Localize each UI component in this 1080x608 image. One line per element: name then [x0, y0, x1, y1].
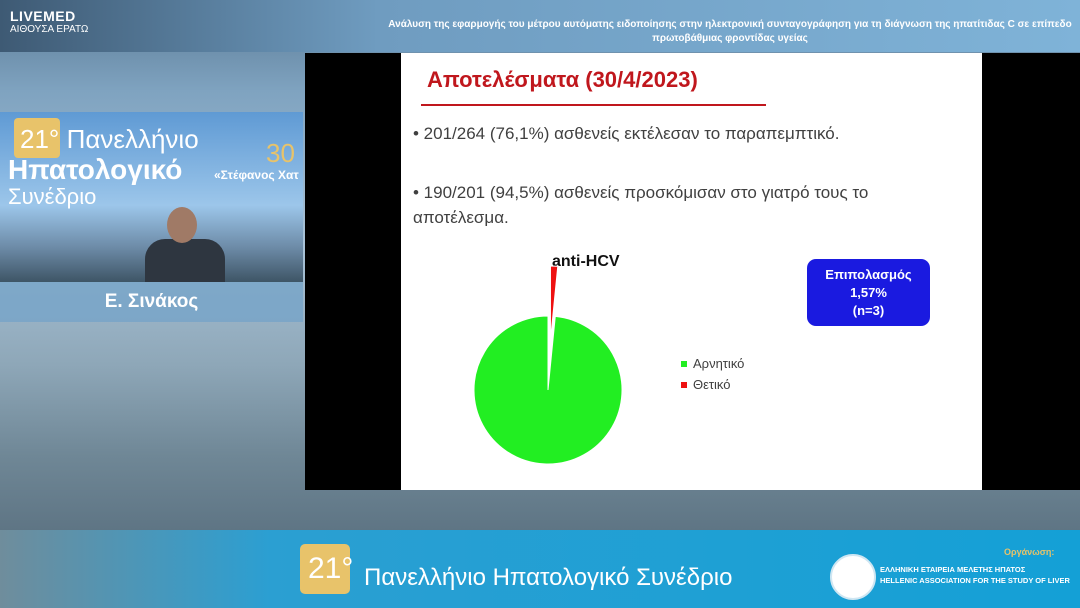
badge-line2: 1,57%	[850, 285, 887, 300]
association-name: ΕΛΛΗΝΙΚΗ ΕΤΑΙΡΕΙΑ ΜΕΛΕΤΗΣ ΗΠΑΤΟΣ HELLENI…	[880, 564, 1070, 586]
slide-video: Αποτελέσματα (30/4/2023) • 201/264 (76,1…	[305, 53, 1080, 490]
heading-underline	[421, 104, 766, 106]
puzzle-logo-icon	[300, 544, 350, 594]
pie-slice-1	[549, 265, 559, 341]
backdrop-line3: Συνέδριο	[8, 184, 97, 209]
backdrop-logo: 21° Πανελλήνιο Ηπατολογικό Συνέδριο	[0, 112, 303, 282]
legend-swatch	[681, 360, 687, 367]
talk-title: Ανάλυση της εφαρμογής του μέτρου αυτόματ…	[388, 19, 1072, 44]
speaker	[145, 207, 225, 282]
pie-chart	[473, 265, 623, 465]
speaker-camera: 21° Πανελλήνιο Ηπατολογικό Συνέδριο 30 «…	[0, 112, 303, 282]
footer-text: Πανελλήνιο Ηπατολογικό Συνέδριο	[364, 564, 733, 591]
room-name: ΑΙΘΟΥΣΑ ΕΡΑΤΩ	[10, 24, 89, 35]
brand-name: LIVEMED	[10, 8, 76, 24]
association-name-en: HELLENIC ASSOCIATION FOR THE STUDY OF LI…	[880, 576, 1070, 585]
legend-item-positive: Θετικό	[681, 374, 744, 395]
backdrop-line1: 21° Πανελλήνιο	[20, 124, 199, 155]
chart-legend: Αρνητικό Θετικό	[681, 353, 744, 395]
backdrop-text: Πανελλήνιο	[66, 124, 199, 154]
legend-swatch	[681, 381, 687, 388]
top-banner	[0, 0, 1080, 52]
chart-title: anti-HCV	[552, 253, 620, 270]
slide-heading: Αποτελέσματα (30/4/2023)	[427, 67, 698, 92]
legend-label: Αρνητικό	[693, 356, 745, 371]
speaker-name: Ε. Σινάκος	[0, 282, 303, 322]
badge-line3: (n=3)	[852, 303, 885, 318]
backdrop-right-text: «Στέφανος Χατ	[214, 168, 299, 182]
badge-line1: Επιπολασμός	[825, 267, 912, 282]
broadcaster-logo: LIVEMED ΑΙΘΟΥΣΑ ΕΡΑΤΩ	[10, 8, 88, 35]
bullet-2: • 190/201 (94,5%) ασθενείς προσκόμισαν σ…	[413, 183, 869, 227]
legend-label: Θετικό	[693, 377, 731, 392]
puzzle-logo-icon	[14, 118, 60, 158]
slide: Αποτελέσματα (30/4/2023) • 201/264 (76,1…	[401, 53, 982, 490]
prevalence-badge: Επιπολασμός 1,57% (n=3)	[807, 259, 930, 326]
backdrop-line2: Ηπατολογικό	[8, 154, 183, 185]
backdrop-num: 21°	[20, 124, 60, 154]
footer-banner: 21° Πανελλήνιο Ηπατολογικό Συνέδριο Οργά…	[0, 530, 1080, 608]
association-seal-icon	[830, 554, 876, 600]
pie-slice-0	[473, 315, 623, 465]
organizer-label: Οργάνωση:	[1004, 547, 1055, 557]
legend-item-negative: Αρνητικό	[681, 353, 744, 374]
footer-num: 21°	[308, 552, 354, 585]
bullet-1: • 201/264 (76,1%) ασθενείς εκτέλεσαν το …	[413, 124, 840, 143]
association-name-gr: ΕΛΛΗΝΙΚΗ ΕΤΑΙΡΕΙΑ ΜΕΛΕΤΗΣ ΗΠΑΤΟΣ	[880, 565, 1026, 574]
backdrop-right-num: 30	[266, 138, 295, 168]
